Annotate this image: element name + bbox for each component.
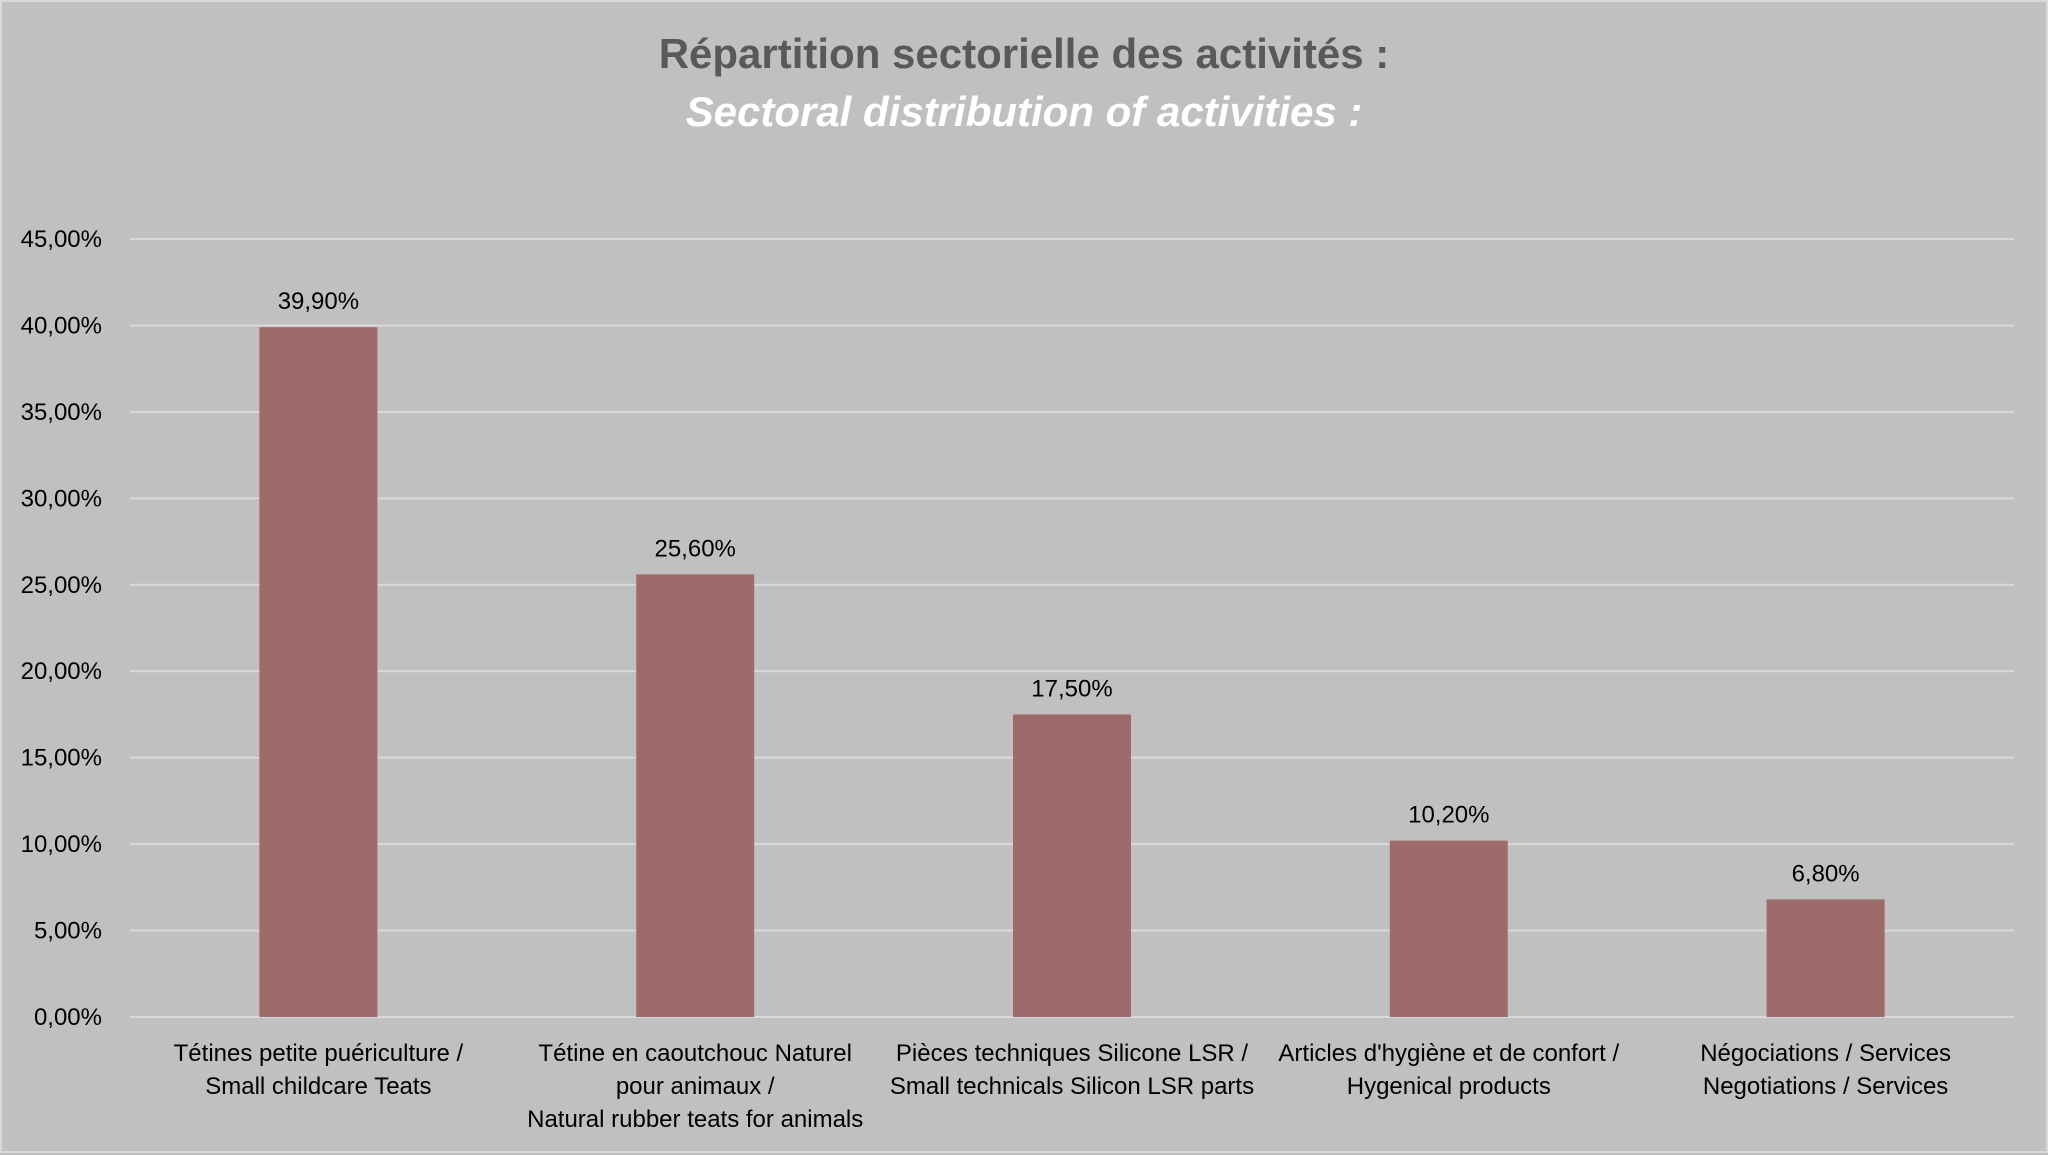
bar [1766, 899, 1885, 1017]
x-tick-label-line: Natural rubber teats for animals [527, 1106, 863, 1133]
x-tick-label-line: Articles d'hygiène et de confort / [1278, 1040, 1619, 1067]
y-tick-label: 40,00% [21, 312, 102, 339]
x-tick-label-line: Small childcare Teats [205, 1073, 431, 1100]
x-tick-label: Tétines petite puériculture / Small child… [174, 1040, 464, 1100]
y-tick-label: 0,00% [34, 1004, 102, 1031]
bar [1389, 840, 1508, 1017]
x-tick-label: Tétine en caoutchouc Naturel pour animaux… [527, 1040, 863, 1133]
data-label: 10,20% [1408, 802, 1489, 829]
y-tick-label: 20,00% [21, 658, 102, 685]
chart-subtitle: Sectoral distribution of activities : [685, 88, 1363, 135]
x-tick-label-line: Small technicals Silicon LSR parts [890, 1073, 1254, 1100]
chart-title: Répartition sectorielle des activités : [658, 30, 1390, 77]
x-tick-label: Articles d'hygiène et de confort / Hygeni… [1278, 1040, 1619, 1100]
y-tick-label: 45,00% [21, 226, 102, 253]
y-tick-label: 10,00% [21, 831, 102, 858]
x-tick-label: Négociations / Services Negotiations / Se… [1700, 1040, 1951, 1100]
y-tick-label: 5,00% [34, 918, 102, 945]
bar [1013, 714, 1131, 1017]
bar [636, 574, 755, 1017]
x-tick-label: Pièces techniques Silicone LSR / Small te… [890, 1040, 1254, 1100]
x-tick-label-line: Tétines petite puériculture / [174, 1040, 464, 1067]
bar [259, 327, 378, 1017]
data-label: 39,90% [278, 288, 359, 315]
y-tick-label: 35,00% [21, 399, 102, 426]
x-tick-label-line: Pièces techniques Silicone LSR / [896, 1040, 1249, 1067]
data-label: 6,80% [1792, 860, 1860, 887]
x-tick-label-line: Négociations / Services [1700, 1040, 1951, 1067]
x-tick-label-line: Negotiations / Services [1703, 1073, 1948, 1100]
x-tick-label-line: Hygenical products [1347, 1073, 1551, 1100]
data-label: 17,50% [1031, 675, 1112, 702]
data-label: 25,60% [654, 535, 735, 562]
x-tick-label-line: pour animaux / [616, 1073, 775, 1100]
y-tick-label: 30,00% [21, 485, 102, 512]
y-tick-label: 25,00% [21, 572, 102, 599]
x-tick-label-line: Tétine en caoutchouc Naturel [538, 1040, 852, 1067]
y-tick-label: 15,00% [21, 745, 102, 772]
